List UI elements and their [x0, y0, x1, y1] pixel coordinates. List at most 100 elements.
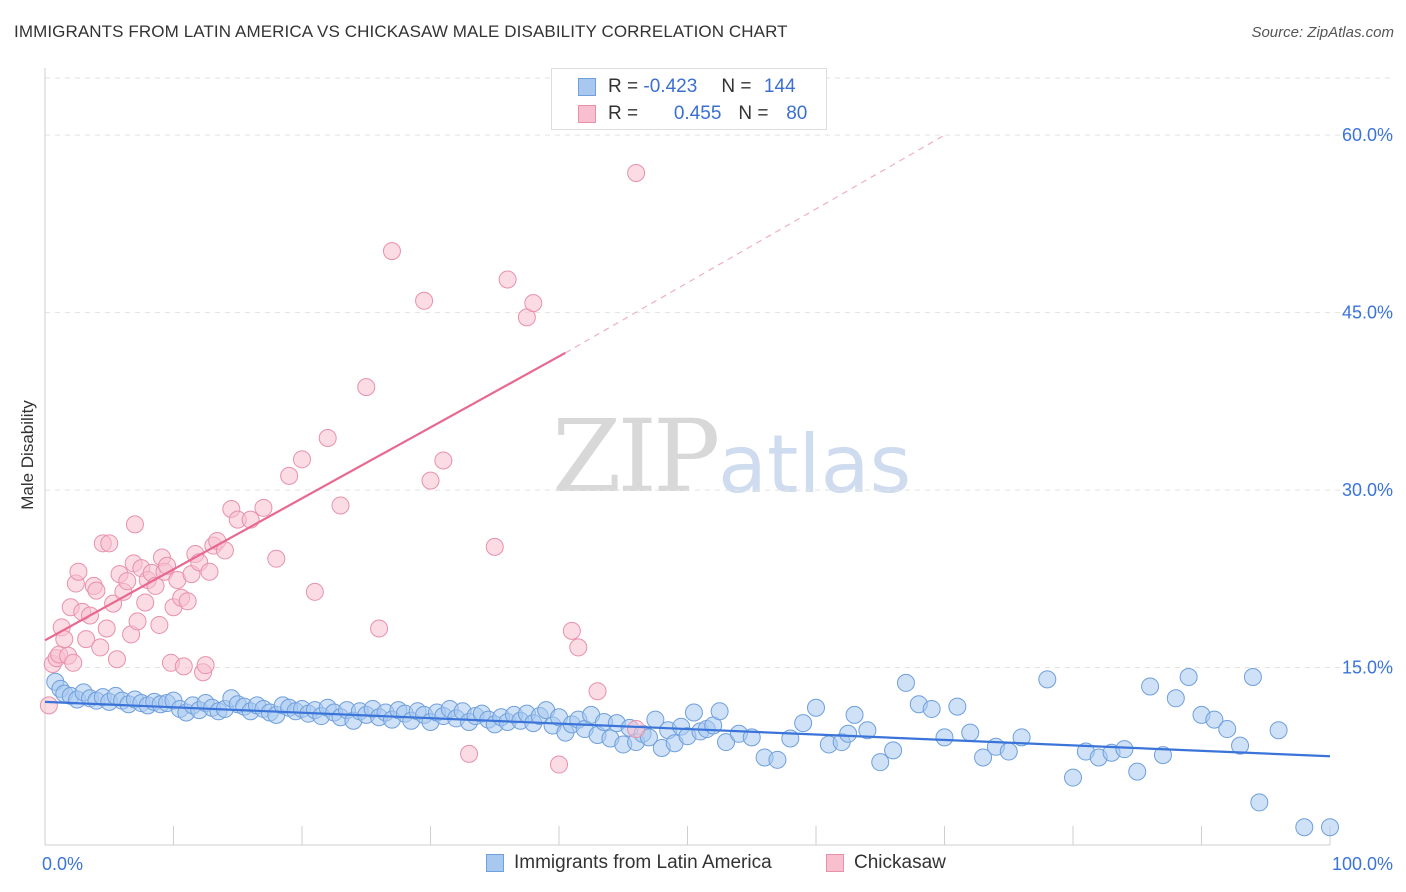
data-point-chickasaw	[460, 744, 479, 763]
data-point-latin-america	[1231, 736, 1250, 755]
data-point-latin-america	[1166, 689, 1185, 708]
data-point-chickasaw	[69, 562, 88, 581]
data-point-chickasaw	[382, 242, 401, 261]
data-point-latin-america	[684, 703, 703, 722]
y-tick-label: 15.0%	[1342, 658, 1393, 678]
legend-row-latin-america: R = -0.423 N = 144	[578, 74, 803, 100]
data-point-latin-america	[1064, 768, 1082, 787]
data-point-latin-america	[710, 702, 729, 721]
data-point-latin-america	[1128, 762, 1147, 781]
data-point-latin-america	[768, 750, 787, 769]
data-point-chickasaw	[305, 582, 324, 601]
data-point-chickasaw	[318, 429, 337, 448]
trend-line-latin-america	[44, 700, 1331, 758]
data-point-chickasaw	[331, 496, 350, 515]
legend-swatch-blue	[486, 854, 504, 872]
source-label: Source: ZipAtlas.com	[1251, 24, 1394, 41]
data-point-chickasaw	[128, 612, 147, 631]
legend-label: Chickasaw	[854, 852, 946, 873]
legend-n-label: N =	[721, 76, 752, 97]
legend-swatch-pink	[578, 105, 596, 123]
data-point-chickasaw	[125, 515, 144, 534]
data-point-chickasaw	[87, 581, 106, 600]
correlation-legend: R = -0.423 N = 144 R = 0.455 N = 80	[551, 68, 827, 130]
data-point-latin-america	[896, 673, 915, 692]
y-tick-label: 45.0%	[1342, 303, 1393, 323]
data-point-chickasaw	[136, 593, 155, 612]
legend-r-value: -0.423	[643, 76, 698, 97]
data-point-latin-america	[794, 714, 813, 733]
legend-n-value: 80	[786, 103, 808, 124]
data-point-chickasaw	[498, 270, 517, 289]
data-point-chickasaw	[118, 572, 137, 591]
legend-n-label: N =	[738, 103, 769, 124]
data-point-latin-america	[1269, 721, 1288, 740]
data-point-latin-america	[1243, 668, 1262, 687]
data-point-chickasaw	[97, 619, 116, 638]
data-point-chickasaw	[267, 549, 286, 568]
data-point-chickasaw	[421, 471, 440, 490]
data-point-chickasaw	[485, 537, 504, 556]
data-point-latin-america	[1012, 728, 1031, 747]
data-point-chickasaw	[178, 592, 197, 611]
data-point-latin-america	[717, 733, 736, 752]
data-point-latin-america	[807, 698, 825, 717]
watermark-zip: ZIP	[552, 398, 720, 515]
data-point-latin-america	[1250, 793, 1269, 812]
data-point-chickasaw	[562, 621, 581, 640]
data-point-latin-america	[1141, 677, 1160, 696]
data-point-latin-america	[999, 742, 1018, 761]
data-point-latin-america	[839, 724, 858, 743]
data-point-latin-america	[1153, 746, 1172, 765]
data-point-chickasaw	[200, 562, 219, 581]
data-point-chickasaw	[100, 534, 119, 553]
series-legend: Immigrants from Latin America Chickasaw	[0, 852, 1406, 878]
chart-title: IMMIGRANTS FROM LATIN AMERICA VS CHICKAS…	[14, 22, 788, 41]
data-point-latin-america	[1218, 720, 1237, 739]
trend-line-chickasaw-extension	[565, 134, 945, 354]
legend-r-label: R =	[608, 76, 639, 97]
legend-swatch-pink	[826, 854, 844, 872]
legend-item-latin-america: Immigrants from Latin America	[486, 852, 772, 874]
x-tick-label: 100.0%	[1332, 854, 1393, 874]
data-point-latin-america	[639, 728, 658, 747]
data-point-chickasaw	[293, 450, 311, 469]
data-point-chickasaw	[77, 630, 96, 649]
data-point-chickasaw	[588, 682, 607, 701]
data-point-latin-america	[742, 728, 761, 747]
data-point-chickasaw	[550, 755, 568, 774]
data-point-chickasaw	[196, 656, 215, 675]
data-point-chickasaw	[627, 164, 646, 183]
data-point-chickasaw	[357, 378, 376, 397]
data-point-latin-america	[922, 699, 941, 718]
data-point-latin-america	[1205, 710, 1224, 729]
data-point-latin-america	[961, 723, 980, 742]
data-point-chickasaw	[174, 657, 193, 676]
y-axis-label: Male Disability	[18, 400, 37, 510]
data-point-chickasaw	[434, 451, 453, 470]
legend-swatch-blue	[578, 78, 596, 96]
x-tick-label: 0.0%	[42, 854, 83, 874]
data-point-latin-america	[884, 741, 903, 760]
legend-r-value: 0.455	[673, 103, 722, 124]
data-point-latin-america	[845, 705, 864, 724]
data-point-latin-america	[1038, 670, 1057, 689]
y-tick-label: 60.0%	[1342, 125, 1393, 145]
y-tick-label: 30.0%	[1342, 480, 1393, 500]
trend-line-chickasaw	[44, 351, 566, 642]
data-point-chickasaw	[254, 498, 273, 517]
data-point-chickasaw	[64, 653, 83, 672]
data-point-latin-america	[1321, 818, 1339, 837]
data-point-chickasaw	[91, 638, 110, 657]
legend-n-value: 144	[763, 76, 796, 97]
data-point-chickasaw	[569, 638, 588, 657]
data-point-chickasaw	[524, 294, 543, 313]
legend-row-chickasaw: R = 0.455 N = 80	[578, 101, 820, 127]
data-point-chickasaw	[150, 615, 169, 634]
data-point-latin-america	[871, 753, 890, 772]
data-point-latin-america	[1179, 668, 1198, 687]
legend-label: Immigrants from Latin America	[514, 852, 772, 873]
data-point-latin-america	[935, 728, 954, 747]
data-point-chickasaw	[107, 650, 126, 669]
